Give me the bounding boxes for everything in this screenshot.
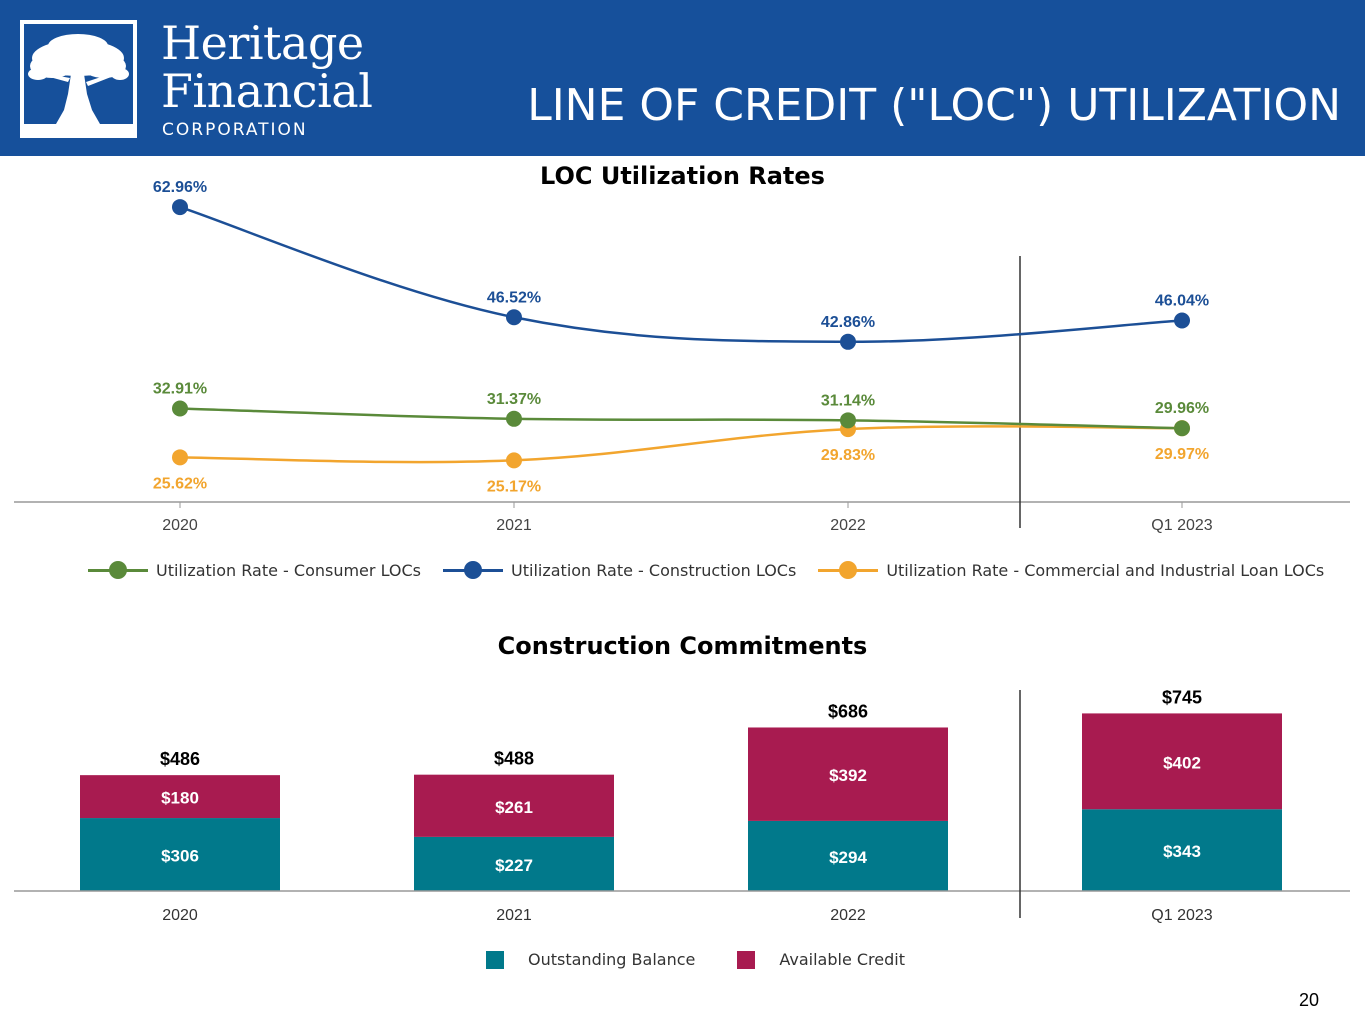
data-label-consumer: 32.91% [153, 380, 207, 397]
bar-chart-x-tick-label: 2021 [496, 907, 532, 924]
bar-segment-available-credit [414, 774, 614, 837]
bar-segment-available-credit [748, 727, 948, 821]
construction-commitments-bar-chart: $306 $180 $486 2020 $227 $261 $488 2021 $294 $392… [14, 687, 1350, 924]
data-point-construction [506, 309, 522, 326]
bar-label-available-credit: $392 [829, 766, 867, 785]
data-label-consumer: 29.96% [1155, 400, 1209, 417]
data-label-construction: 62.96% [153, 179, 207, 196]
data-label-consumer: 31.37% [487, 391, 541, 408]
bar-segment-available-credit [80, 775, 280, 819]
bar-label-outstanding-balance: $294 [829, 848, 867, 867]
legend-item-consumer: Utilization Rate - Consumer LOCs [88, 560, 421, 580]
bar-segment-outstanding-balance [80, 818, 280, 891]
data-point-consumer [172, 400, 188, 417]
header-banner: Heritage Financial CORPORATION LINE OF C… [0, 0, 1365, 156]
bar-total-label: $745 [1162, 687, 1202, 707]
legend-label-available-credit: Available Credit [779, 950, 905, 969]
data-point-construction [840, 333, 856, 350]
brand-name-heritage: Heritage [161, 16, 364, 70]
bar-segment-outstanding-balance [414, 836, 614, 891]
bar-label-outstanding-balance: $227 [495, 856, 533, 875]
oak-tree-icon [24, 34, 133, 134]
data-point-construction [1174, 312, 1190, 329]
line-chart-x-tick-label: 2021 [496, 517, 532, 534]
legend-label-consumer: Utilization Rate - Consumer LOCs [156, 560, 422, 580]
series-line-construction [179, 205, 1183, 344]
legend-label-outstanding-balance: Outstanding Balance [528, 950, 696, 969]
data-label-construction: 42.86% [821, 314, 875, 331]
legend-dot-construction [464, 561, 483, 579]
bar-label-outstanding-balance: $306 [161, 847, 199, 866]
bar-segment-available-credit [1082, 713, 1282, 810]
page-number: 20 [1298, 990, 1319, 1010]
data-point-commercial [506, 452, 522, 469]
bar-chart-x-tick-label: 2022 [830, 907, 866, 924]
data-point-consumer [506, 410, 522, 427]
legend-item-outstanding-balance: Outstanding Balance [486, 950, 695, 969]
line-chart-x-tick-label: Q1 2023 [1151, 517, 1212, 534]
bar-label-available-credit: $180 [161, 789, 199, 808]
brand-name-corporation: CORPORATION [162, 120, 308, 140]
data-label-commercial: 25.17% [487, 478, 541, 495]
legend-marker-consumer [88, 560, 148, 580]
line-chart-legend: Utilization Rate - Consumer LOCs Utiliza… [88, 560, 1346, 580]
bar-label-available-credit: $402 [1163, 753, 1201, 772]
legend-swatch-outstanding-balance [486, 950, 504, 969]
data-label-commercial: 29.83% [821, 447, 875, 464]
loc-utilization-line-chart: 2020 2021 2022 Q1 2023 25.62% 25.17% 29.83% 29.… [14, 179, 1350, 534]
data-label-consumer: 31.14% [821, 392, 875, 409]
legend-item-construction: Utilization Rate - Construction LOCs [443, 560, 796, 580]
logo [20, 20, 137, 138]
legend-swatch-available-credit [737, 950, 756, 969]
line-chart-x-tick-label: 2020 [162, 517, 198, 534]
bar-chart-title: Construction Commitments [497, 632, 868, 660]
legend-dot-commercial [839, 561, 858, 579]
data-point-construction [172, 199, 188, 216]
bar-chart-x-tick-label: 2020 [162, 907, 198, 924]
line-chart-x-tick-label: 2022 [830, 517, 866, 534]
data-point-consumer [1174, 420, 1190, 437]
bar-segment-outstanding-balance [1082, 809, 1282, 891]
series-line-consumer [179, 407, 1183, 430]
bar-chart-legend: Outstanding Balance Available Credit [486, 950, 947, 969]
line-chart-title: LOC Utilization Rates [540, 162, 825, 190]
data-label-construction: 46.04% [1155, 292, 1209, 309]
data-label-construction: 46.52% [487, 289, 541, 306]
bar-label-outstanding-balance: $343 [1163, 842, 1201, 861]
brand-name-financial: Financial [161, 64, 373, 118]
legend-item-commercial: Utilization Rate - Commercial and Indust… [818, 560, 1324, 580]
data-point-commercial [172, 449, 188, 466]
bar-segment-outstanding-balance [748, 820, 948, 891]
legend-label-commercial: Utilization Rate - Commercial and Indust… [886, 560, 1325, 580]
legend-marker-commercial [818, 560, 879, 580]
series-line-commercial [179, 425, 1183, 464]
bar-total-label: $686 [828, 701, 868, 721]
data-label-commercial: 29.97% [1155, 446, 1209, 463]
data-label-commercial: 25.62% [153, 475, 207, 492]
legend-label-construction: Utilization Rate - Construction LOCs [511, 560, 797, 580]
bar-total-label: $488 [494, 749, 534, 769]
legend-dot-consumer [109, 561, 127, 579]
page-title: LINE OF CREDIT ("LOC") UTILIZATION [527, 80, 1341, 131]
legend-marker-construction [443, 560, 504, 580]
data-point-consumer [840, 412, 856, 429]
legend-item-available-credit: Available Credit [737, 950, 905, 969]
bar-label-available-credit: $261 [495, 798, 533, 817]
bar-total-label: $486 [160, 749, 200, 769]
bar-chart-x-tick-label: Q1 2023 [1151, 907, 1212, 924]
